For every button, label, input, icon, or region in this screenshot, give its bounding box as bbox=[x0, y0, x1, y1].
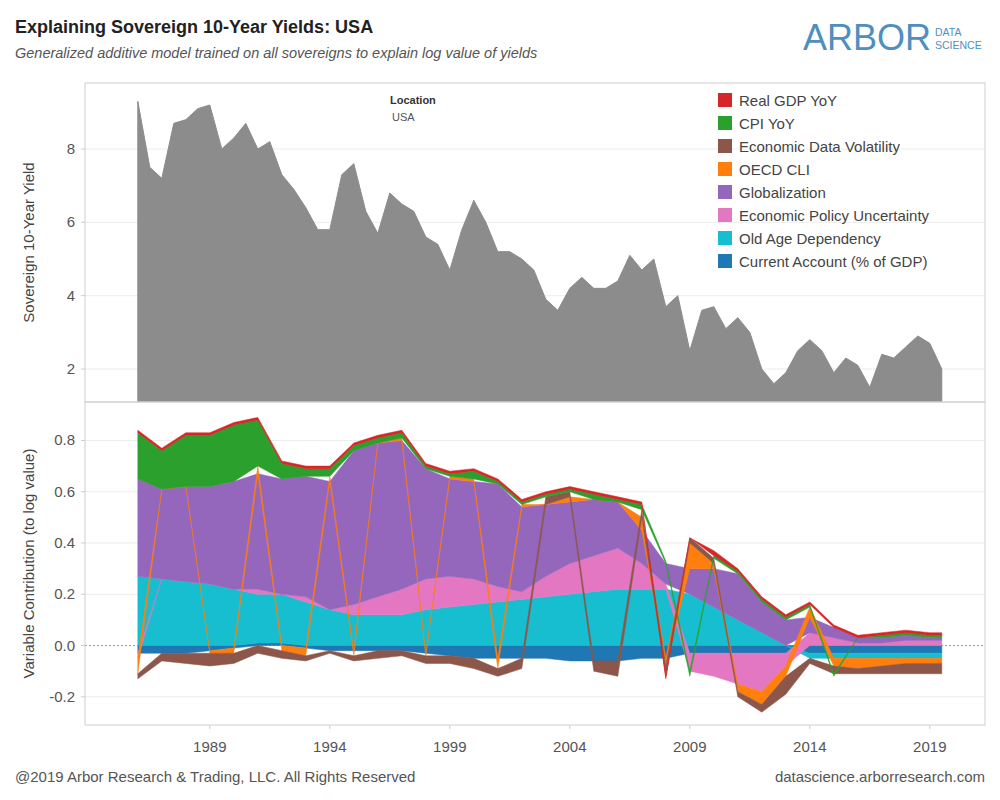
y-axis-label: Sovereign 10-Year Yield bbox=[20, 162, 37, 322]
chart: Explaining Sovereign 10-Year Yields: USA… bbox=[0, 0, 1000, 800]
tick-mark bbox=[81, 594, 85, 595]
logo-tag: SCIENCE bbox=[935, 39, 982, 51]
y-tick-label: 0.6 bbox=[54, 483, 75, 500]
x-tick-label: 1999 bbox=[433, 738, 466, 755]
tick-mark bbox=[209, 725, 210, 729]
y-tick-label: -0.2 bbox=[49, 688, 75, 705]
subtitle: Generalized additive model trained on al… bbox=[15, 45, 537, 61]
tick-mark bbox=[569, 725, 570, 729]
legend-label: OECD CLI bbox=[739, 161, 810, 178]
tick-mark bbox=[81, 440, 85, 441]
y-tick-label: 6 bbox=[67, 213, 75, 230]
background bbox=[0, 0, 1000, 800]
legend-label: CPI YoY bbox=[739, 115, 795, 132]
tick-mark bbox=[81, 149, 85, 150]
title: Explaining Sovereign 10-Year Yields: USA bbox=[15, 17, 373, 37]
tick-mark bbox=[81, 542, 85, 543]
tick-mark bbox=[329, 725, 330, 729]
plot-area bbox=[138, 417, 942, 712]
y-tick-label: 4 bbox=[67, 287, 75, 304]
source-url: datascience.arborresearch.com bbox=[775, 768, 985, 785]
legend-swatch bbox=[718, 254, 732, 268]
legend-swatch bbox=[718, 231, 732, 245]
y-tick-label: 2 bbox=[67, 360, 75, 377]
x-tick-label: 1994 bbox=[313, 738, 346, 755]
tick-mark bbox=[81, 369, 85, 370]
x-tick-label: 2014 bbox=[793, 738, 826, 755]
legend-swatch bbox=[718, 162, 732, 176]
tick-mark bbox=[81, 491, 85, 492]
y-tick-label: 0.0 bbox=[54, 637, 75, 654]
tick-mark bbox=[929, 725, 930, 729]
tick-mark bbox=[81, 222, 85, 223]
y-tick-label: 0.8 bbox=[54, 431, 75, 448]
logo-tag: DATA bbox=[935, 26, 961, 38]
legend-swatch bbox=[718, 208, 732, 222]
tick-mark bbox=[689, 725, 690, 729]
legend-label: Economic Data Volatility bbox=[739, 138, 900, 155]
plot-frame bbox=[85, 402, 985, 725]
legend-label: Current Account (% of GDP) bbox=[739, 253, 927, 270]
y-tick-label: 8 bbox=[67, 140, 75, 157]
legend-label: Old Age Dependency bbox=[739, 230, 881, 247]
y-tick-label: 0.2 bbox=[54, 585, 75, 602]
tick-mark bbox=[449, 725, 450, 729]
tick-mark bbox=[809, 725, 810, 729]
yield-area bbox=[138, 101, 942, 402]
x-tick-label: 2009 bbox=[673, 738, 706, 755]
legend-swatch bbox=[718, 116, 732, 130]
legend: Real GDP YoY CPI YoY Economic Data Volatil… bbox=[718, 92, 930, 270]
tick-mark bbox=[81, 696, 85, 697]
tick-mark bbox=[81, 645, 85, 646]
y-tick-label: 0.4 bbox=[54, 534, 75, 551]
plot-area bbox=[138, 101, 942, 402]
plot-frame bbox=[85, 83, 985, 402]
copyright: @2019 Arbor Research & Trading, LLC. All… bbox=[15, 768, 415, 785]
legend-label: Real GDP YoY bbox=[739, 92, 837, 109]
grid-line bbox=[85, 696, 985, 697]
contribution-area bbox=[138, 492, 942, 712]
contribution-area bbox=[138, 417, 942, 678]
x-tick-label: 2019 bbox=[913, 738, 946, 755]
x-tick-label: 2004 bbox=[553, 738, 586, 755]
tick-mark bbox=[81, 295, 85, 296]
y-axis-label: Variable Contribution (to log value) bbox=[20, 449, 37, 679]
legend-swatch bbox=[718, 139, 732, 153]
annotation-label: Location bbox=[390, 94, 436, 106]
legend-label: Economic Policy Uncertainty bbox=[739, 207, 930, 224]
annotation-value: USA bbox=[392, 111, 415, 123]
contribution-area bbox=[138, 420, 942, 676]
legend-swatch bbox=[718, 185, 732, 199]
legend-swatch bbox=[718, 93, 732, 107]
legend-label: Globalization bbox=[739, 184, 826, 201]
logo: ARBOR bbox=[803, 17, 931, 58]
x-tick-label: 1989 bbox=[193, 738, 226, 755]
